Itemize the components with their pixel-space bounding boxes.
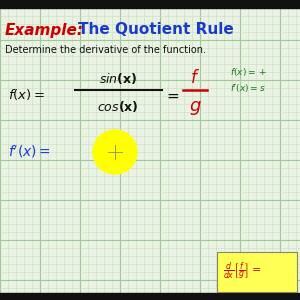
Text: $\mathit{g}$: $\mathit{g}$: [189, 99, 201, 117]
Text: $\mathit{f}'(x) = s$: $\mathit{f}'(x) = s$: [230, 82, 266, 94]
FancyBboxPatch shape: [217, 252, 297, 292]
Text: Example:: Example:: [5, 22, 84, 38]
Text: $f'(x) =$: $f'(x) =$: [8, 144, 51, 160]
Text: $\frac{d}{dx}\left[\frac{f}{g}\right] =$: $\frac{d}{dx}\left[\frac{f}{g}\right] =$: [223, 261, 262, 283]
Text: $\mathit{f}(x) = +$: $\mathit{f}(x) = +$: [230, 66, 267, 78]
Circle shape: [93, 130, 137, 174]
Text: $\mathit{f}$: $\mathit{f}$: [190, 69, 200, 87]
Text: $\mathbf{\mathit{sin}(x)}$: $\mathbf{\mathit{sin}(x)}$: [99, 70, 137, 86]
Text: $\mathit{f}(x) =$: $\mathit{f}(x) =$: [8, 88, 45, 103]
Text: Determine the derivative of the function.: Determine the derivative of the function…: [5, 45, 206, 55]
Text: $\mathbf{\mathit{cos}(x)}$: $\mathbf{\mathit{cos}(x)}$: [97, 100, 139, 115]
Text: $=$: $=$: [164, 88, 180, 103]
Text: The Quotient Rule: The Quotient Rule: [78, 22, 234, 38]
